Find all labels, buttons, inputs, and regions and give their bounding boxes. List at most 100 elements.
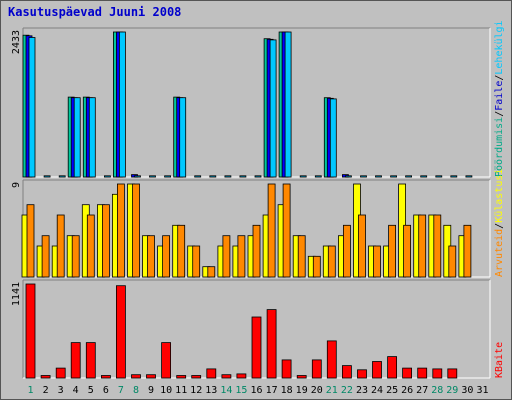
bar-lehek-lgi-day-30 (465, 175, 473, 178)
bar-arvuteid-day-14 (222, 235, 231, 278)
x-tick-label-27: 27 (416, 385, 428, 396)
bar-lehek-lgi-day-26 (405, 175, 413, 178)
bar-lehek-lgi-day-7 (119, 31, 126, 178)
bar-lehek-lgi-day-14 (224, 175, 232, 178)
bar-arvuteid-day-2 (41, 235, 50, 278)
bar-arvuteid-day-9 (147, 235, 155, 278)
x-tick-label-17: 17 (266, 385, 278, 396)
bar-kbaite-day-17 (266, 309, 277, 379)
bar-arvuteid-day-12 (192, 245, 201, 278)
bar-arvuteid-day-8 (132, 183, 140, 278)
bar-kbaite-day-1 (25, 283, 36, 379)
legend-separator: / (494, 223, 505, 229)
bar-arvuteid-day-23 (358, 214, 366, 278)
side-legend-2: Arvuteid/Külastusi (494, 169, 505, 277)
bar-arvuteid-day-24 (373, 245, 381, 278)
bar-arvuteid-day-21 (327, 245, 336, 278)
bar-arvuteid-day-1 (26, 204, 35, 278)
bar-arvuteid-day-25 (388, 224, 397, 278)
bar-kbaite-day-14 (221, 374, 232, 379)
bar-arvuteid-day-28 (433, 214, 442, 278)
bar-arvuteid-day-20 (312, 255, 321, 278)
bar-arvuteid-day-29 (448, 245, 457, 278)
bar-lehek-lgi-day-20 (314, 175, 322, 178)
bar-arvuteid-day-11 (177, 224, 186, 278)
x-tick-label-4: 4 (73, 385, 79, 396)
bar-lehek-lgi-day-4 (73, 97, 81, 178)
legend-label-kbaite: KBaite (494, 342, 505, 378)
x-tick-label-28: 28 (431, 385, 443, 396)
x-tick-label-6: 6 (103, 385, 109, 396)
bar-lehek-lgi-day-24 (375, 175, 382, 178)
side-legend-3: KBaite (494, 342, 505, 378)
x-tick-label-13: 13 (205, 385, 217, 396)
x-tick-label-1: 1 (27, 385, 33, 396)
bar-arvuteid-day-22 (342, 224, 351, 278)
side-legend-1: Pöördumisi/Faile/Lehekülgi (494, 20, 505, 177)
bar-lehek-lgi-day-12 (194, 175, 202, 178)
y-max-label-2: 9 (11, 182, 22, 188)
x-tick-label-18: 18 (281, 385, 293, 396)
bar-arvuteid-day-3 (56, 214, 65, 278)
x-tick-label-30: 30 (461, 385, 473, 396)
x-tick-label-10: 10 (160, 385, 172, 396)
x-tick-label-9: 9 (148, 385, 154, 396)
y-max-label-3: 1141 (11, 282, 22, 306)
legend-label-faile: Faile (494, 81, 505, 111)
x-tick-label-19: 19 (296, 385, 308, 396)
bar-kbaite-day-19 (296, 375, 307, 379)
bar-lehek-lgi-day-21 (329, 98, 337, 178)
bar-arvuteid-day-4 (71, 235, 80, 278)
x-tick-label-5: 5 (88, 385, 94, 396)
bar-lehek-lgi-day-22 (344, 175, 352, 178)
bar-lehek-lgi-day-27 (420, 175, 428, 178)
bar-lehek-lgi-day-1 (28, 37, 36, 178)
bar-kbaite-day-21 (326, 340, 337, 379)
bar-arvuteid-day-26 (403, 224, 412, 278)
bar-lehek-lgi-day-15 (239, 175, 247, 178)
bar-arvuteid-day-10 (162, 235, 171, 278)
x-tick-label-20: 20 (311, 385, 323, 396)
bar-kbaite-day-26 (402, 367, 413, 379)
bar-kbaite-day-8 (131, 374, 141, 379)
bar-arvuteid-day-5 (86, 214, 95, 278)
bar-kbaite-day-11 (176, 375, 187, 379)
bar-lehek-lgi-day-5 (88, 97, 96, 178)
bar-lehek-lgi-day-19 (299, 175, 307, 178)
x-tick-label-14: 14 (220, 385, 232, 396)
bar-kbaite-day-6 (101, 375, 111, 379)
legend-label-k-lastusi: Külastusi (494, 169, 505, 223)
bar-kbaite-day-3 (55, 367, 66, 379)
bar-lehek-lgi-day-8 (134, 175, 141, 178)
bar-lehek-lgi-day-16 (254, 175, 262, 178)
legend-separator: / (494, 75, 505, 81)
bar-lehek-lgi-day-11 (179, 97, 187, 178)
bar-kbaite-day-5 (85, 342, 96, 379)
chart-title: Kasutuspäevad Juuni 2008 (8, 5, 182, 19)
bar-arvuteid-day-16 (252, 224, 261, 278)
bar-kbaite-day-4 (70, 342, 81, 379)
x-tick-label-29: 29 (446, 385, 458, 396)
bar-lehek-lgi-day-28 (435, 175, 443, 178)
x-tick-label-8: 8 (133, 385, 139, 396)
bar-arvuteid-day-17 (267, 183, 276, 278)
bar-kbaite-day-24 (372, 361, 382, 379)
bar-kbaite-day-12 (191, 375, 202, 379)
x-tick-label-23: 23 (356, 385, 368, 396)
bar-kbaite-day-27 (417, 367, 428, 379)
legend-separator: / (494, 111, 505, 117)
bar-kbaite-day-16 (251, 316, 262, 379)
bar-kbaite-day-9 (146, 374, 156, 379)
bar-kbaite-day-15 (236, 373, 247, 379)
bar-lehek-lgi-day-10 (164, 175, 172, 178)
bar-lehek-lgi-day-9 (149, 175, 156, 178)
bar-lehek-lgi-day-17 (269, 39, 277, 178)
legend-label-arvuteid: Arvuteid (494, 229, 505, 277)
bar-lehek-lgi-day-18 (284, 31, 292, 178)
x-tick-label-2: 2 (43, 385, 49, 396)
bar-kbaite-day-23 (357, 369, 367, 379)
x-tick-label-22: 22 (341, 385, 353, 396)
bar-lehek-lgi-day-25 (390, 175, 398, 178)
x-tick-label-31: 31 (476, 385, 488, 396)
